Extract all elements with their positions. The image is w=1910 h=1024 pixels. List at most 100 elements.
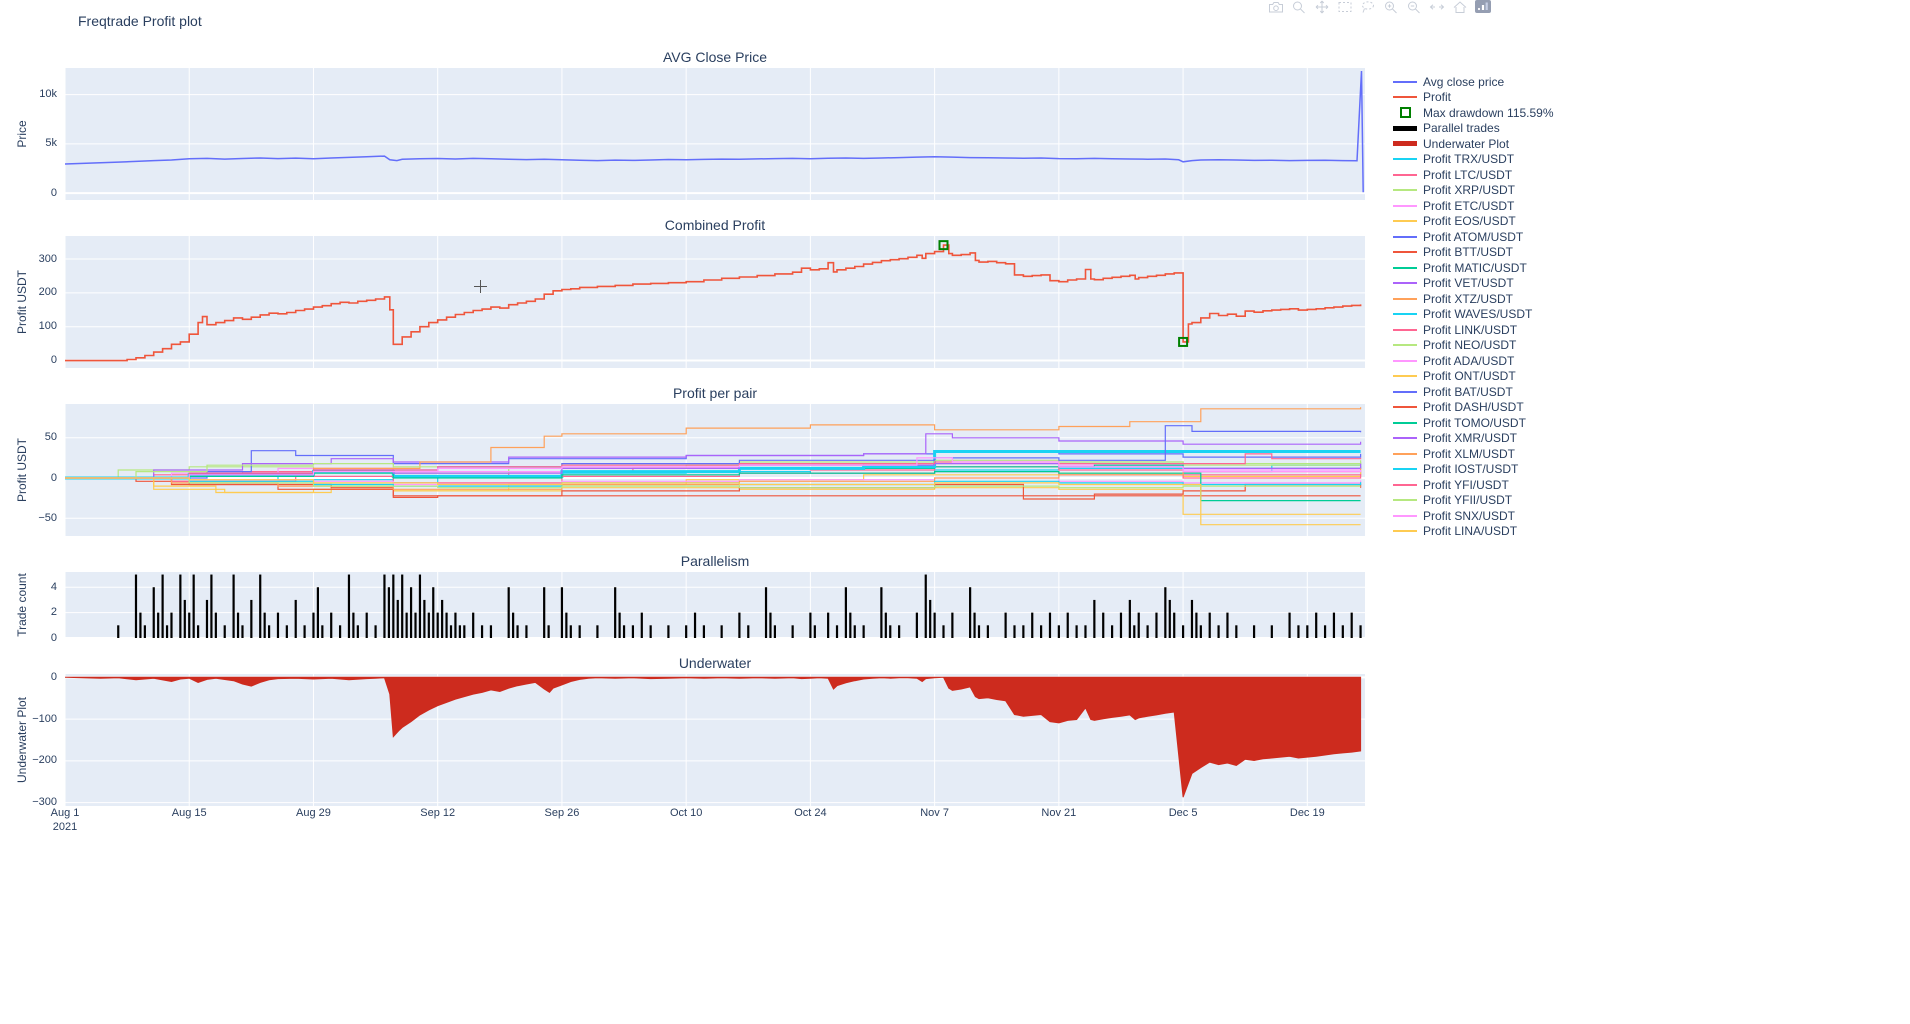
trade-count-bar xyxy=(214,612,217,638)
legend-label: Parallel trades xyxy=(1423,121,1500,136)
trace-profit-snx-usdt xyxy=(65,457,1362,479)
legend-item-profit-neo-usdt[interactable]: Profit NEO/USDT xyxy=(1392,338,1554,354)
legend-label: Profit EOS/USDT xyxy=(1423,214,1516,229)
legend-swatch-icon xyxy=(1392,328,1418,331)
legend-item-profit-yfii-usdt[interactable]: Profit YFII/USDT xyxy=(1392,493,1554,509)
legend-item-underwater-plot[interactable]: Underwater Plot xyxy=(1392,136,1554,152)
trade-count-bar xyxy=(1199,625,1202,638)
trade-count-bar xyxy=(316,587,320,638)
trade-count-bar xyxy=(1040,625,1043,638)
plotly-logo-icon[interactable] xyxy=(1475,0,1491,14)
legend-item-max-drawdown-115-59[interactable]: Max drawdown 115.59% xyxy=(1392,105,1554,121)
legend-item-profit[interactable]: Profit xyxy=(1392,90,1554,106)
trade-count-bar xyxy=(489,625,493,638)
legend-item-profit-snx-usdt[interactable]: Profit SNX/USDT xyxy=(1392,508,1554,524)
legend-item-profit-xlm-usdt[interactable]: Profit XLM/USDT xyxy=(1392,446,1554,462)
legend-item-profit-lina-usdt[interactable]: Profit LINA/USDT xyxy=(1392,524,1554,540)
trade-count-bar xyxy=(1297,625,1300,638)
legend-item-profit-waves-usdt[interactable]: Profit WAVES/USDT xyxy=(1392,307,1554,323)
legend-item-profit-matic-usdt[interactable]: Profit MATIC/USDT xyxy=(1392,260,1554,276)
legend-label: Profit SNX/USDT xyxy=(1423,508,1516,523)
legend-item-profit-ont-usdt[interactable]: Profit ONT/USDT xyxy=(1392,369,1554,385)
legend-item-avg-close-price[interactable]: Avg close price xyxy=(1392,74,1554,90)
trade-count-bar xyxy=(179,574,182,638)
subplot-underwater[interactable] xyxy=(65,674,1365,806)
legend-swatch-icon xyxy=(1392,125,1418,131)
y-tick-label: −100 xyxy=(32,712,57,725)
trade-count-bar xyxy=(1066,612,1069,638)
y-tick-label: 300 xyxy=(38,252,57,265)
trade-count-bar xyxy=(143,625,146,638)
legend-item-profit-eos-usdt[interactable]: Profit EOS/USDT xyxy=(1392,214,1554,230)
trade-count-bar xyxy=(197,625,200,638)
subplot-combined-profit[interactable] xyxy=(65,236,1365,368)
legend-swatch-icon xyxy=(1392,514,1418,517)
legend-label: Profit NEO/USDT xyxy=(1423,338,1517,353)
trade-count-bar xyxy=(685,625,688,638)
legend-item-profit-xrp-usdt[interactable]: Profit XRP/USDT xyxy=(1392,183,1554,199)
box-select-icon[interactable] xyxy=(1337,0,1353,14)
zoom-icon[interactable] xyxy=(1291,0,1307,14)
trade-count-bar xyxy=(720,625,723,638)
legend-item-profit-vet-usdt[interactable]: Profit VET/USDT xyxy=(1392,276,1554,292)
trade-count-bar xyxy=(924,574,927,638)
legend-item-profit-ltc-usdt[interactable]: Profit LTC/USDT xyxy=(1392,167,1554,183)
trade-count-bar xyxy=(1093,599,1096,638)
camera-icon[interactable] xyxy=(1268,0,1284,14)
trade-count-bar xyxy=(547,625,550,638)
trade-count-bar xyxy=(827,612,830,638)
trade-count-bar xyxy=(791,625,794,638)
trade-count-bar xyxy=(667,625,670,638)
legend-item-profit-atom-usdt[interactable]: Profit ATOM/USDT xyxy=(1392,229,1554,245)
legend-item-profit-ada-usdt[interactable]: Profit ADA/USDT xyxy=(1392,353,1554,369)
legend-item-parallel-trades[interactable]: Parallel trades xyxy=(1392,121,1554,137)
legend-item-profit-etc-usdt[interactable]: Profit ETC/USDT xyxy=(1392,198,1554,214)
trade-count-bar xyxy=(1155,612,1158,638)
legend-item-profit-tomo-usdt[interactable]: Profit TOMO/USDT xyxy=(1392,415,1554,431)
legend-item-profit-trx-usdt[interactable]: Profit TRX/USDT xyxy=(1392,152,1554,168)
legend-swatch-icon xyxy=(1392,483,1418,486)
trade-count-bar xyxy=(1173,612,1176,638)
legend-item-profit-iost-usdt[interactable]: Profit IOST/USDT xyxy=(1392,462,1554,478)
subplot-profit-per-pair[interactable] xyxy=(65,404,1365,536)
zoom-out-icon[interactable] xyxy=(1406,0,1422,14)
trade-count-bar xyxy=(507,587,510,638)
trade-count-bar xyxy=(463,625,466,638)
subplot-parallelism[interactable] xyxy=(65,572,1365,638)
pan-icon[interactable] xyxy=(1314,0,1330,14)
legend-swatch-icon xyxy=(1392,235,1418,238)
legend-swatch-icon xyxy=(1392,406,1418,409)
trade-count-bar xyxy=(516,625,519,638)
legend-item-profit-btt-usdt[interactable]: Profit BTT/USDT xyxy=(1392,245,1554,261)
x-tick-label: Oct 10 xyxy=(669,807,703,819)
reset-axes-icon[interactable] xyxy=(1452,0,1468,14)
legend-item-profit-dash-usdt[interactable]: Profit DASH/USDT xyxy=(1392,400,1554,416)
legend-item-profit-link-usdt[interactable]: Profit LINK/USDT xyxy=(1392,322,1554,338)
trade-count-bar xyxy=(880,587,883,638)
trade-count-bar xyxy=(543,587,546,638)
trade-count-bar xyxy=(134,574,138,638)
legend-item-profit-xmr-usdt[interactable]: Profit XMR/USDT xyxy=(1392,431,1554,447)
legend-item-profit-xtz-usdt[interactable]: Profit XTZ/USDT xyxy=(1392,291,1554,307)
subplot-title-combined-profit: Combined Profit xyxy=(664,217,766,233)
legend-item-profit-bat-usdt[interactable]: Profit BAT/USDT xyxy=(1392,384,1554,400)
trade-count-bar xyxy=(165,625,169,638)
trade-count-bar xyxy=(512,612,515,638)
subplot-avg-close-price[interactable] xyxy=(65,68,1365,200)
legend-item-profit-yfi-usdt[interactable]: Profit YFI/USDT xyxy=(1392,477,1554,493)
trade-count-bar xyxy=(1350,612,1353,638)
y-tick-label: 0 xyxy=(50,631,57,644)
trade-count-bar xyxy=(232,574,235,638)
trade-count-bar xyxy=(347,574,351,638)
trade-count-bar xyxy=(1270,625,1273,638)
trade-count-bar xyxy=(401,574,404,638)
zoom-in-icon[interactable] xyxy=(1383,0,1399,14)
autoscale-icon[interactable] xyxy=(1429,0,1445,14)
lasso-select-icon[interactable] xyxy=(1360,0,1376,14)
trade-count-bar xyxy=(1190,599,1194,638)
trade-count-bar xyxy=(569,625,572,638)
trace-profit-atom-usdt xyxy=(65,450,1362,479)
legend-swatch-icon xyxy=(1392,437,1418,440)
trace-avg-close-price xyxy=(65,70,1364,193)
x-tick-label: Oct 24 xyxy=(794,807,827,819)
